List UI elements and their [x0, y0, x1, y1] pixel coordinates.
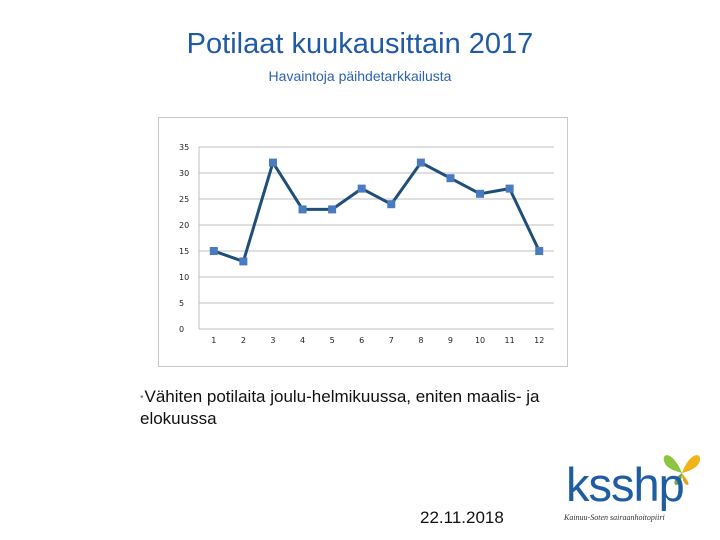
line-chart: 0 5 10 15 20 25 30 35 1 2 3 4 5 6 7 8 9 10 11 12	[158, 117, 568, 367]
data-point-marker	[239, 257, 248, 266]
y-tick-label: 10	[179, 273, 189, 282]
summary-text: Vähiten potilaita joulu-helmikuussa, eni…	[140, 387, 540, 429]
y-tick-label: 0	[179, 325, 184, 334]
y-tick-label: 15	[179, 247, 189, 256]
x-tick-label: 1	[211, 336, 216, 345]
y-tick-label: 20	[179, 221, 189, 230]
slide-subtitle: Havaintoja päihdetarkkailusta	[268, 68, 452, 84]
data-point-marker	[357, 184, 366, 193]
ksshp-logo: ksshp Kainuu-Soten sairaanhoitopiiri	[552, 445, 702, 527]
data-point-marker	[535, 247, 544, 255]
x-tick-label: 11	[505, 336, 515, 345]
x-tick-label: 9	[448, 336, 453, 345]
data-point-marker	[298, 205, 307, 214]
x-tick-label: 8	[418, 336, 423, 345]
slide-title: Potilaat kuukausittain 2017	[186, 28, 534, 60]
y-tick-label: 5	[179, 299, 184, 308]
data-point-marker	[505, 184, 514, 193]
data-point-marker	[476, 189, 485, 198]
y-tick-label: 30	[179, 169, 189, 178]
logo-text: ksshp	[566, 458, 685, 511]
x-tick-label: 3	[270, 336, 275, 345]
bullet-icon: •	[140, 392, 144, 404]
x-tick-label: 4	[300, 336, 305, 345]
x-tick-label: 12	[534, 336, 544, 345]
summary-note: •Vähiten potilaita joulu-helmikuussa, en…	[140, 386, 600, 429]
data-point-marker	[416, 158, 425, 167]
x-tick-label: 2	[241, 336, 246, 345]
data-point-marker	[209, 247, 218, 255]
x-tick-label: 10	[475, 336, 485, 345]
series-line	[213, 161, 541, 263]
y-tick-label: 25	[179, 195, 189, 204]
x-tick-label: 6	[359, 336, 364, 345]
butterfly-icon	[663, 455, 700, 485]
data-point-marker	[268, 158, 277, 167]
data-point-marker	[328, 205, 337, 214]
data-point-marker	[446, 174, 455, 183]
logo-tagline: Kainuu-Soten sairaanhoitopiiri	[564, 513, 665, 522]
y-tick-label: 35	[179, 143, 189, 152]
x-tick-label: 7	[389, 336, 394, 345]
data-point-marker	[387, 200, 396, 209]
x-tick-label: 5	[330, 336, 335, 345]
slide-date: 22.11.2018	[420, 508, 504, 527]
